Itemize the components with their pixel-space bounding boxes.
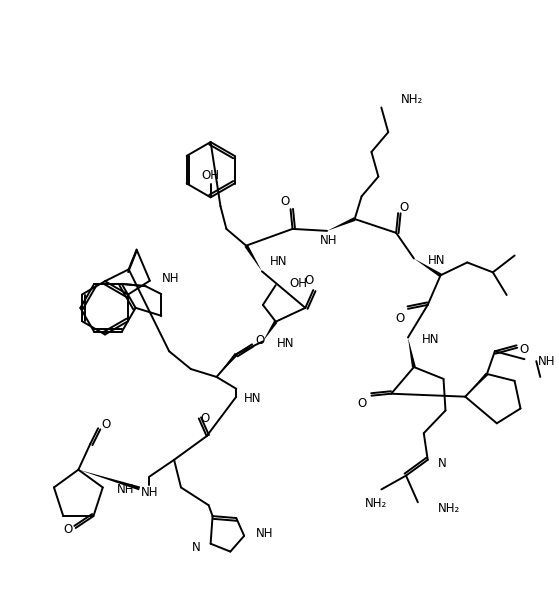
Text: NH: NH <box>141 486 158 499</box>
Text: O: O <box>520 343 529 356</box>
Text: NH₂: NH₂ <box>401 93 423 106</box>
Text: O: O <box>255 334 264 347</box>
Text: OH: OH <box>202 169 220 182</box>
Text: NH: NH <box>538 355 556 368</box>
Text: HN: HN <box>244 392 262 405</box>
Text: N: N <box>438 457 446 470</box>
Text: O: O <box>200 412 209 425</box>
Text: O: O <box>357 397 366 410</box>
Polygon shape <box>327 217 356 231</box>
Text: O: O <box>395 312 405 325</box>
Polygon shape <box>465 373 488 397</box>
Text: O: O <box>280 195 289 208</box>
Text: NH₂: NH₂ <box>365 497 387 510</box>
Text: NH: NH <box>117 483 134 496</box>
Text: O: O <box>305 274 314 287</box>
Text: O: O <box>101 418 111 431</box>
Polygon shape <box>414 259 442 277</box>
Text: HN: HN <box>270 255 287 268</box>
Text: O: O <box>400 200 409 213</box>
Polygon shape <box>216 353 238 377</box>
Polygon shape <box>78 470 140 490</box>
Text: HN: HN <box>428 254 445 267</box>
Polygon shape <box>263 321 277 342</box>
Text: NH: NH <box>320 234 338 247</box>
Text: N: N <box>192 541 201 554</box>
Text: HN: HN <box>277 337 294 350</box>
Text: NH: NH <box>162 272 179 285</box>
Text: OH: OH <box>290 277 307 289</box>
Text: HN: HN <box>422 333 439 346</box>
Text: NH₂: NH₂ <box>438 502 460 515</box>
Polygon shape <box>244 245 262 272</box>
Polygon shape <box>408 337 416 368</box>
Text: NH: NH <box>256 527 273 540</box>
Text: O: O <box>63 524 73 537</box>
